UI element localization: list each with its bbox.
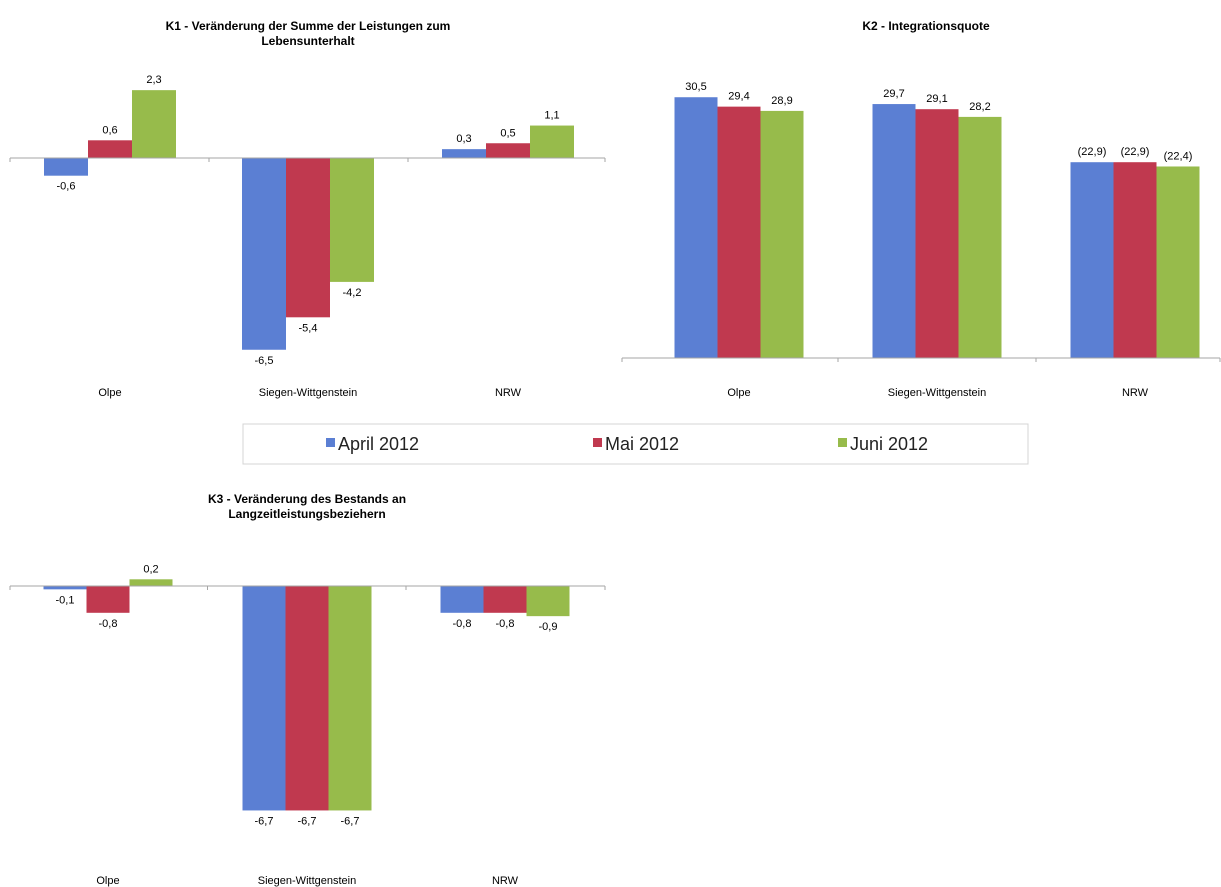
data-label: -6,7: [298, 815, 317, 827]
bar: [328, 586, 372, 811]
bar: [1113, 162, 1157, 358]
chart-k3: K3 - Veränderung des Bestands anLangzeit…: [9, 492, 606, 887]
data-label: -6,7: [255, 815, 274, 827]
data-label: (22,9): [1121, 146, 1150, 158]
bar: [242, 158, 286, 350]
bar: [872, 104, 916, 358]
bar: [330, 158, 374, 282]
data-label: 2,3: [146, 74, 161, 86]
data-label: -0,8: [453, 618, 472, 630]
bar: [285, 586, 329, 811]
legend-label: Juni 2012: [850, 434, 928, 454]
legend-swatch: [593, 438, 602, 447]
legend: April 2012 Mai 2012 Juni 2012: [242, 423, 1029, 465]
legend-swatch: [838, 438, 847, 447]
bar: [88, 140, 132, 158]
data-label: -0,6: [57, 181, 76, 193]
data-label: 29,4: [728, 91, 749, 103]
legend-label: April 2012: [338, 434, 419, 454]
bar: [915, 109, 959, 358]
data-label: (22,9): [1078, 146, 1107, 158]
data-label: -6,7: [341, 815, 360, 827]
data-label: -0,8: [496, 618, 515, 630]
category-label: Siegen-Wittgenstein: [888, 387, 986, 399]
data-label: -4,2: [343, 287, 362, 299]
bar: [129, 579, 173, 586]
bar: [717, 106, 761, 358]
data-label: 28,2: [969, 101, 990, 113]
bar: [1070, 162, 1114, 358]
bar: [1156, 166, 1200, 358]
data-label: 29,7: [883, 88, 904, 100]
category-label: Olpe: [727, 387, 750, 399]
bar: [486, 143, 530, 158]
category-label: NRW: [1122, 387, 1149, 399]
category-label: Olpe: [98, 387, 121, 399]
data-label: 29,1: [926, 93, 947, 105]
data-label: (22,4): [1164, 150, 1193, 162]
chart-k2: K2 - Integrationsquote 30,5 29,7 (22,9) 29,4…: [621, 19, 1221, 399]
bar: [132, 90, 176, 158]
category-label: Siegen-Wittgenstein: [258, 875, 356, 887]
data-label: 30,5: [685, 81, 706, 93]
bar: [242, 586, 286, 811]
chart-title-line: K2 - Integrationsquote: [862, 19, 990, 33]
bar: [440, 586, 484, 613]
data-label: 1,1: [544, 110, 559, 122]
bar: [483, 586, 527, 613]
bar: [442, 149, 486, 158]
legend-swatch: [326, 438, 335, 447]
data-label: -0,8: [99, 618, 118, 630]
data-label: 28,9: [771, 95, 792, 107]
category-label: NRW: [495, 387, 522, 399]
category-label: Olpe: [96, 875, 119, 887]
bar: [958, 116, 1002, 358]
chart-title-line: K3 - Veränderung des Bestands an: [208, 492, 406, 506]
data-label: 0,5: [500, 127, 515, 139]
bar: [286, 158, 330, 318]
data-label: -0,9: [539, 621, 558, 633]
chart-title-line: Lebensunterhalt: [261, 34, 354, 48]
chart-title-line: Langzeitleistungsbeziehern: [228, 507, 385, 521]
data-label: -5,4: [299, 322, 318, 334]
category-label: Siegen-Wittgenstein: [259, 387, 357, 399]
bar: [674, 97, 718, 358]
bar: [43, 586, 87, 590]
bar: [526, 586, 570, 617]
chart-title-line: K1 - Veränderung der Summe der Leistunge…: [166, 19, 451, 33]
data-label: -0,1: [56, 594, 75, 606]
chart-k1: K1 - Veränderung der Summe der Leistunge…: [9, 19, 606, 399]
data-label: -6,5: [255, 355, 274, 367]
bar: [86, 586, 130, 613]
bar: [760, 110, 804, 358]
data-label: 0,2: [143, 563, 158, 575]
legend-label: Mai 2012: [605, 434, 679, 454]
category-label: NRW: [492, 875, 519, 887]
data-label: 0,6: [102, 124, 117, 136]
legend-frame: [242, 423, 1029, 465]
bar: [44, 158, 88, 176]
bar: [530, 125, 574, 158]
data-label: 0,3: [456, 133, 471, 145]
